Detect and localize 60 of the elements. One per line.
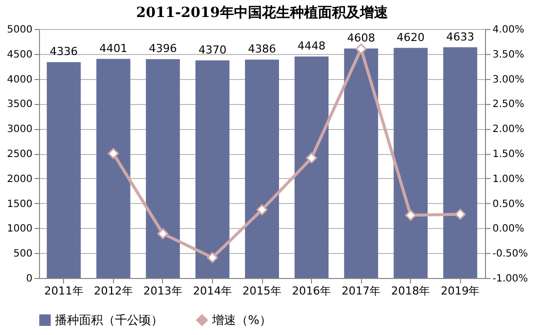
point <box>405 210 416 221</box>
bar <box>146 59 180 278</box>
bar <box>443 47 478 278</box>
legend-label: 增速（%） <box>211 313 272 328</box>
y2-tick-label: -0.50% <box>492 248 528 260</box>
point <box>206 252 218 264</box>
y-tick-label: 0 <box>26 274 32 284</box>
y-tick-label: 4000 <box>7 74 32 86</box>
y2-tick-label: 2.00% <box>492 124 524 136</box>
y-tick-label: 4500 <box>7 49 32 60</box>
point <box>306 152 318 164</box>
x-tick-label: 2011年 <box>44 284 84 298</box>
x-tick-label: 2016年 <box>292 284 332 298</box>
point <box>356 43 367 54</box>
bar <box>46 62 81 278</box>
bar <box>344 48 378 278</box>
x-tick-label: 2015年 <box>242 284 282 298</box>
data-label: 4401 <box>99 42 128 55</box>
data-label: 4336 <box>50 45 78 58</box>
point <box>454 208 466 220</box>
bar <box>96 58 130 278</box>
data-label: 4396 <box>148 42 177 56</box>
y-tick-label: 3500 <box>7 99 32 110</box>
data-label: 4386 <box>248 42 276 56</box>
y2-tick-label: 1.50% <box>492 149 524 160</box>
legend-label: 播种面积（千公顷） <box>55 313 163 328</box>
y-tick-label: 500 <box>13 248 32 260</box>
y2-tick-label: 0.00% <box>492 224 524 235</box>
bar <box>195 60 230 278</box>
y2-tick-label: 3.50% <box>492 49 524 60</box>
data-label: 4448 <box>298 39 326 52</box>
point <box>157 228 168 240</box>
y2-tick-label: 3.00% <box>492 74 524 86</box>
y-tick-label: 2500 <box>7 149 32 160</box>
y-tick-label: 5000 <box>7 24 32 36</box>
y2-tick-label: 4.00% <box>492 24 524 36</box>
data-label: 4633 <box>446 30 474 44</box>
data-label: 4370 <box>198 43 226 56</box>
x-tick-label: 2014年 <box>192 284 232 298</box>
y2-tick-label: 0.50% <box>492 198 524 210</box>
point <box>256 204 268 216</box>
y-tick-label: 3000 <box>7 124 32 136</box>
x-tick-label: 2018年 <box>391 284 430 298</box>
x-tick-label: 2019年 <box>440 284 480 298</box>
bar <box>294 56 329 278</box>
y-tick-label: 1500 <box>7 198 32 210</box>
bar <box>245 60 279 278</box>
point <box>108 148 119 159</box>
y2-tick-label: 1.00% <box>492 174 524 185</box>
x-tick-label: 2013年 <box>143 284 182 298</box>
bar <box>394 48 428 278</box>
y2-tick-label: 2.50% <box>492 99 524 110</box>
x-tick-label: 2012年 <box>94 284 133 298</box>
y-tick-label: 2000 <box>7 174 32 185</box>
data-label: 4608 <box>347 32 376 45</box>
y-tick-label: 1000 <box>7 224 32 235</box>
x-tick-label: 2017年 <box>342 284 381 298</box>
chart-title: 2011-2019年中国花生种植面积及增速 <box>136 5 389 21</box>
data-label: 4620 <box>396 30 425 44</box>
y2-tick-label: -1.00% <box>492 274 528 284</box>
